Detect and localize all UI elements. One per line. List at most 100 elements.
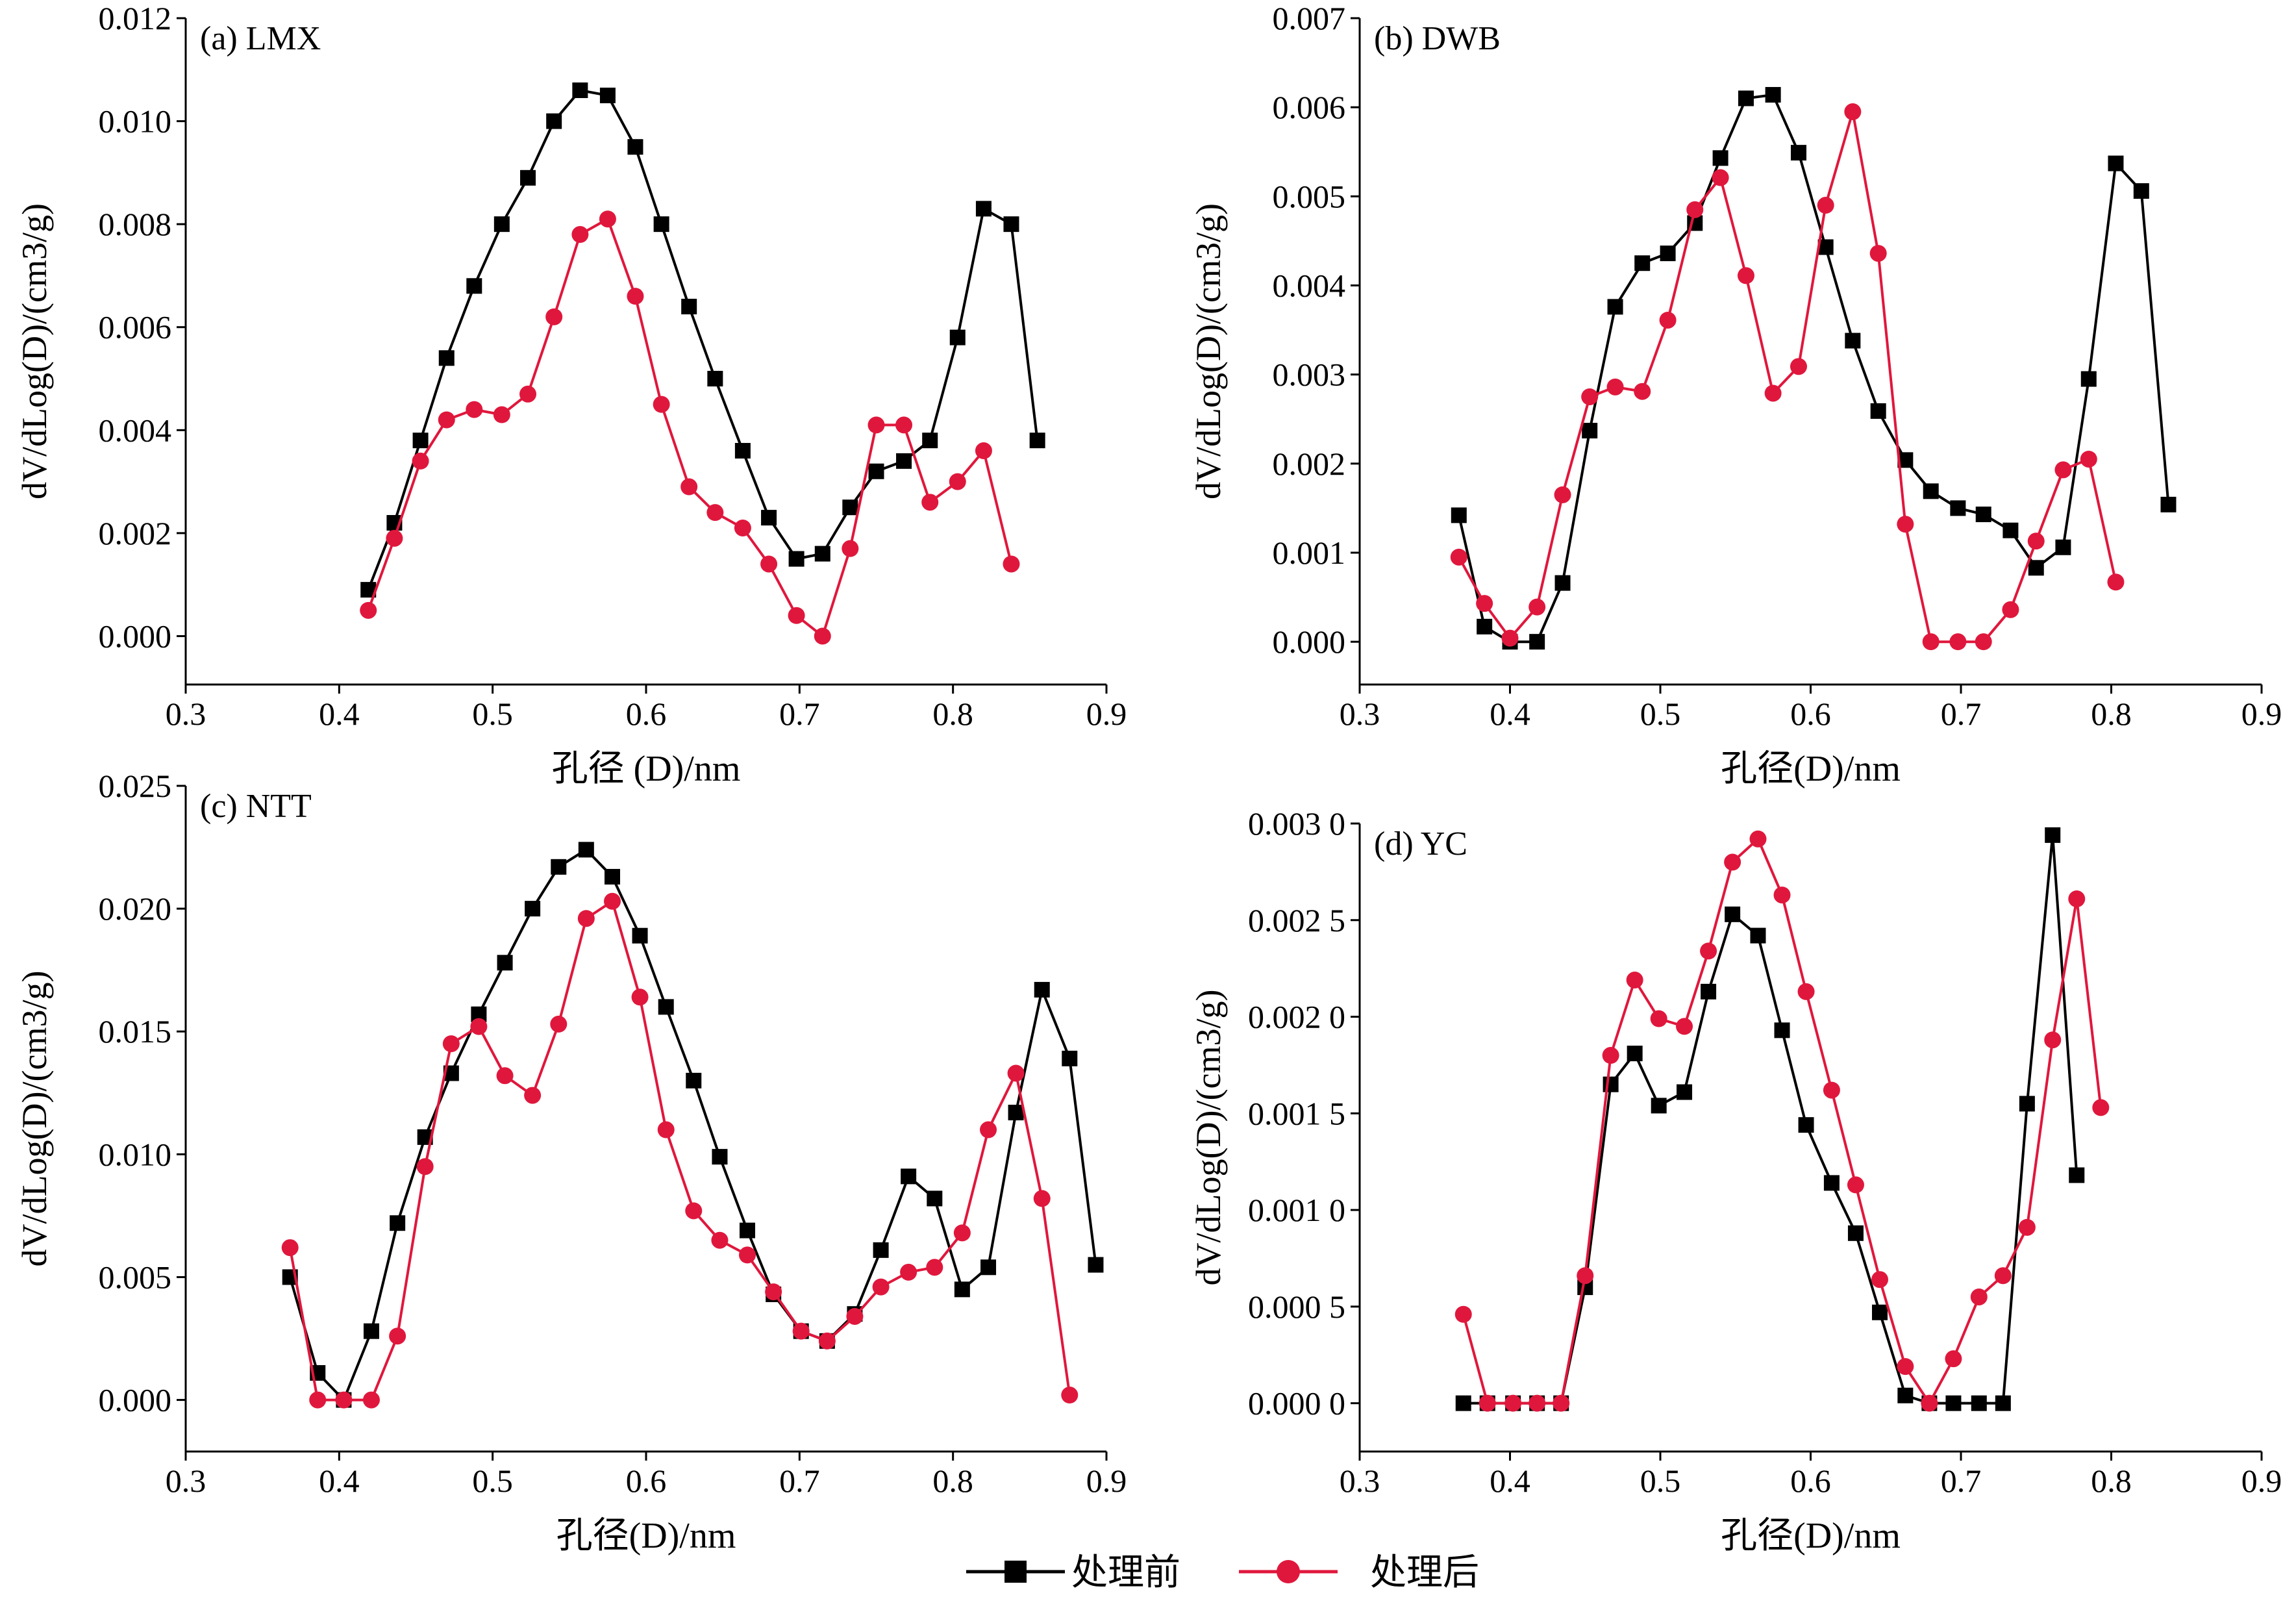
data-point (1581, 388, 1599, 405)
data-point (335, 1391, 353, 1409)
data-point (2107, 573, 2125, 591)
data-point (685, 1202, 703, 1220)
data-point (281, 1239, 299, 1257)
data-point (1798, 1117, 1814, 1133)
data-point (632, 927, 648, 944)
legend: 处理前 处理后 (966, 1553, 1479, 1593)
data-point (686, 1072, 702, 1088)
data-point (1529, 634, 1545, 650)
data-point (1897, 1358, 1914, 1376)
series-line (288, 848, 1097, 1403)
data-point (2027, 533, 2045, 550)
y-tick-label: 0.012 (99, 0, 172, 36)
data-point (1634, 383, 1651, 400)
data-point (901, 1168, 917, 1185)
data-point (605, 868, 621, 885)
data-point (680, 478, 698, 496)
y-axis-label: dV/dLog(D)/(cm3/g) (15, 971, 54, 1267)
data-point (386, 529, 403, 547)
data-point (2028, 560, 2044, 576)
data-point (578, 842, 594, 858)
data-point (1922, 633, 1940, 651)
data-point (2044, 1031, 2062, 1049)
data-point (1455, 1395, 1471, 1411)
data-point (627, 288, 644, 305)
x-tick-label: 0.8 (932, 1463, 973, 1499)
x-tick-label: 0.8 (2091, 696, 2132, 732)
y-tick-label: 0.005 (1273, 178, 1346, 214)
y-tick-label: 0.001 5 (1248, 1095, 1345, 1131)
x-tick-label: 0.9 (1086, 696, 1127, 732)
data-point (1970, 1288, 1988, 1305)
data-point (2018, 1218, 2036, 1236)
data-point (900, 1263, 917, 1281)
data-point (1676, 1018, 1693, 1035)
x-tick-label: 0.3 (1340, 1463, 1380, 1499)
y-tick-label: 0.000 (99, 1382, 172, 1418)
x-tick-label: 0.5 (472, 1463, 513, 1499)
y-tick-label: 0.020 (99, 890, 172, 927)
data-point (1553, 1394, 1570, 1412)
y-tick-label: 0.002 0 (1248, 999, 1345, 1035)
data-point (1975, 633, 1992, 651)
data-point (926, 1259, 943, 1276)
data-point (466, 278, 482, 294)
data-point (1750, 927, 1766, 944)
series-line (367, 88, 1039, 590)
y-axis-label: dV/dLog(D)/(cm3/g) (1189, 203, 1228, 499)
data-point (390, 1215, 406, 1231)
data-point (466, 401, 483, 418)
data-point (309, 1391, 327, 1409)
y-tick-label: 0.010 (99, 1136, 172, 1172)
data-point (496, 1067, 514, 1085)
data-point (1529, 598, 1546, 616)
data-point (1845, 333, 1861, 349)
data-point (1007, 1064, 1025, 1082)
y-tick-label: 0.001 (1273, 534, 1346, 571)
data-point (1945, 1350, 1962, 1368)
data-point (1844, 103, 1862, 121)
y-tick-label: 0.000 (1273, 623, 1346, 660)
data-point (2092, 1099, 2110, 1116)
data-point (739, 1222, 755, 1239)
data-point (842, 540, 859, 557)
data-point (1034, 981, 1050, 998)
data-point (1003, 555, 1020, 573)
y-tick-label: 0.000 (99, 618, 172, 654)
data-point (360, 601, 377, 619)
y-tick-label: 0.000 0 (1248, 1385, 1345, 1422)
series-line (288, 899, 1071, 1402)
x-tick-label: 0.3 (166, 696, 206, 732)
data-point (1871, 1304, 1888, 1320)
data-point (949, 473, 966, 490)
data-point (792, 1322, 810, 1340)
data-point (1582, 423, 1598, 439)
data-point (765, 1283, 782, 1301)
y-tick-label: 0.004 (99, 412, 172, 448)
y-tick-label: 0.002 (1273, 446, 1346, 482)
x-tick-label: 0.7 (779, 1463, 820, 1499)
data-point (872, 1278, 890, 1296)
data-point (1764, 384, 1782, 402)
data-point (867, 416, 885, 434)
data-point (842, 499, 858, 516)
data-point (1454, 1305, 1472, 1323)
x-tick-label: 0.3 (166, 1463, 206, 1499)
chart-title: (a) LMX (200, 20, 321, 57)
data-point (520, 170, 536, 186)
x-tick-label: 0.6 (626, 696, 667, 732)
data-point (1712, 150, 1728, 166)
data-point (681, 299, 697, 315)
data-point (1651, 1098, 1667, 1114)
data-point (711, 1231, 729, 1249)
data-point (1686, 201, 1704, 218)
data-point (470, 1018, 488, 1035)
x-tick-label: 0.6 (1790, 696, 1831, 732)
chart-title: (b) DWB (1374, 20, 1501, 57)
data-point (604, 892, 621, 910)
data-point (1774, 1022, 1790, 1038)
x-tick-label: 0.9 (2241, 1463, 2282, 1499)
data-point (1749, 830, 1767, 848)
data-point (712, 1149, 728, 1165)
series-line (1457, 93, 2170, 644)
